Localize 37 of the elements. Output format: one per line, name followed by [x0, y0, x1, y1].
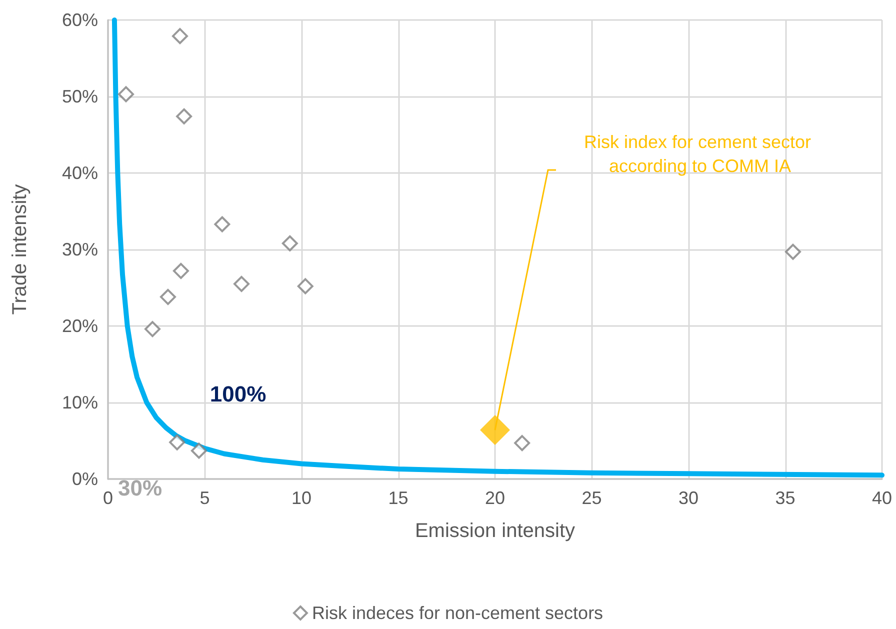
- point: [169, 434, 186, 450]
- annotation: 100%: [210, 382, 266, 406]
- point: [176, 108, 192, 124]
- y-tick-label: 60%: [62, 10, 98, 30]
- y-tick-label: 10%: [62, 392, 98, 412]
- annotation: Risk index for cement sector according to COMM IA: [584, 132, 816, 176]
- point: [297, 278, 314, 294]
- legend-label: Risk indeces for non-cement sectors: [312, 603, 604, 623]
- y-tick-label: 30%: [62, 240, 98, 260]
- y-tick-label: 0%: [72, 469, 98, 489]
- annotation: 30%: [118, 476, 162, 500]
- point: [144, 321, 161, 338]
- x-tick-label: 15: [388, 488, 408, 508]
- point: [172, 262, 189, 279]
- point: [190, 442, 207, 459]
- point: [160, 288, 176, 305]
- x-tick-label: 10: [291, 488, 312, 508]
- x-tick-label: 20: [484, 488, 506, 508]
- x-axis-title: Emission intensity: [414, 520, 576, 542]
- point: [172, 28, 188, 44]
- x-tick-label: 5: [200, 488, 210, 508]
- x-tick-label: 35: [775, 488, 796, 508]
- point: [214, 216, 230, 232]
- y-tick-label: 40%: [62, 163, 98, 183]
- point: [784, 244, 801, 260]
- x-tick-label: 30: [678, 488, 699, 508]
- x-tick-label: 0: [102, 488, 114, 508]
- point: [118, 86, 134, 102]
- point: [480, 415, 510, 446]
- x-tick-label: 40: [872, 488, 892, 508]
- x-tick-label: 25: [582, 488, 602, 508]
- point: [234, 276, 250, 292]
- point: [514, 435, 530, 452]
- y-tick-label: 20%: [62, 316, 98, 336]
- y-tick-label: 50%: [62, 86, 98, 106]
- point: [282, 235, 298, 252]
- y-axis-title: Trade intensity: [9, 184, 31, 315]
